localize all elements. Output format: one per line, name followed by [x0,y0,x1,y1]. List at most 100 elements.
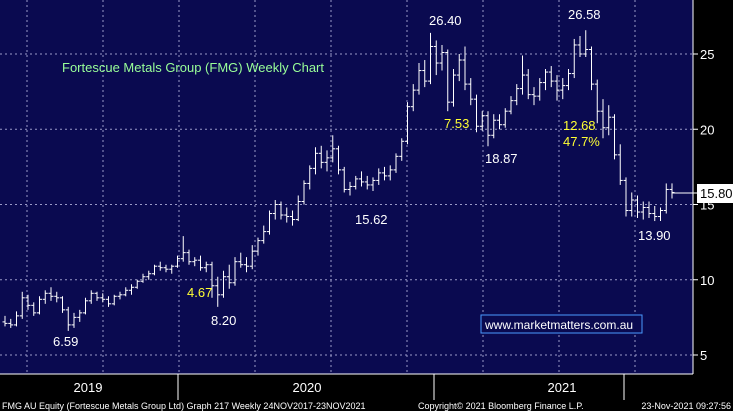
ohlc-bar [341,166,347,193]
ohlc-bar [612,114,617,160]
footer-bar [0,400,733,411]
watermark-text: www.marketmatters.com.au [484,318,633,332]
ohlc-bar [152,264,157,276]
footer-center: Copyright© 2021 Bloomberg Finance L.P. [418,401,584,411]
ohlc-bar [537,78,543,101]
ohlc-bar [37,296,42,315]
ohlc-bar [514,84,520,106]
ohlc-bar [48,287,54,301]
ohlc-bar [134,279,140,289]
ohlc-bar [272,199,278,220]
ohlc-bar [347,181,353,196]
x-axis-panel [0,374,733,400]
ohlc-bar [439,44,445,71]
ohlc-bar [629,192,635,217]
ohlc-bar [520,55,525,95]
annotation-low-2020: 8.20 [211,313,236,328]
ohlc-bar [525,69,531,100]
ohlc-bar [215,276,221,307]
ohlc-bar [301,180,307,205]
ohlc-bar [571,38,577,79]
y-tick-label-20: 20 [700,122,714,137]
ohlc-bar [364,175,370,190]
x-period-label-2021: 2021 [548,380,577,395]
annotation-drop-2021: 7.53 [444,116,469,131]
ohlc-bar [531,87,537,106]
ohlc-bar [583,30,589,58]
ohlc-bar [163,264,169,273]
ohlc-bar [491,114,497,139]
ohlc-bar [31,302,37,316]
ohlc-bar [19,291,25,319]
last-price-label: 15.80 [700,186,733,201]
ohlc-bar [209,261,215,298]
ohlc-bar [600,99,606,139]
ohlc-bar [226,264,232,289]
ohlc-bar [83,297,88,315]
ohlc-bar [88,290,94,304]
ohlc-bar [14,311,19,327]
ohlc-bar [548,66,554,88]
ohlc-bar [330,135,336,163]
ohlc-bar [77,309,83,322]
ohlc-bar [479,111,485,131]
ohlc-bar [60,296,65,313]
ohlc-bar [261,225,267,244]
ohlc-bar [198,255,203,271]
ohlc-bar [623,177,629,217]
ohlc-bar [307,165,313,190]
ohlc-bar [100,293,106,303]
ohlc-bar [589,46,594,91]
x-axis-labels: 2019 2020 2021 [74,374,625,400]
annotation-low-2021: 18.87 [485,151,518,166]
ohlc-bar [232,257,238,286]
ohlc-bar [554,75,560,101]
ohlc-bar [25,294,31,310]
chart-title: Fortescue Metals Group (FMG) Weekly Char… [62,60,324,75]
y-tick-label-25: 25 [700,47,714,62]
ohlc-bar [422,60,428,88]
ohlc-bar [324,150,330,172]
ohlc-bar [462,46,468,91]
ohlc-bar [180,236,186,262]
annotation-high-2021: 26.58 [568,7,601,22]
ohlc-bar [313,147,318,175]
ohlc-bar [359,171,364,187]
annotation-high-2020: 26.40 [429,13,462,28]
ohlc-bar [54,291,60,303]
ohlc-bar [8,318,14,328]
ohlc-bar [652,206,658,222]
last-price-box [697,184,733,203]
ohlc-bar [278,201,284,220]
ohlc-bar [410,84,416,112]
ohlc-bar [157,261,163,271]
ohlc-bar [577,35,583,58]
ohlc-bar [543,69,548,91]
footer-left: FMG AU Equity (Fortescue Metals Group Lt… [2,401,366,411]
ohlc-bar [502,108,508,128]
x-period-label-2019: 2019 [74,380,103,395]
ohlc-bar [146,270,152,280]
y-tick-label-10: 10 [700,273,714,288]
ohlc-bar [416,63,422,95]
ohlc-bar [175,255,180,268]
price-bars [2,30,675,331]
ohlc-bar [249,245,255,270]
ohlc-bar [658,207,663,222]
ohlc-bar [71,312,77,328]
ohlc-bar [370,177,376,191]
ohlc-bar [428,32,433,85]
annotation-recent-low: 13.90 [638,228,671,243]
annotation-decline-percent: 47.7% [563,134,600,149]
annotations: 6.59 4.67 8.20 15.62 26.40 7.53 18.87 26… [53,7,671,349]
ohlc-bar [669,183,675,199]
ohlc-bar [111,294,117,306]
ohlc-bar [617,144,623,185]
y-tick-label-5: 5 [700,348,707,363]
ohlc-bar [318,145,324,169]
ohlc-bar [203,261,209,273]
ohlc-bar [451,69,456,107]
ohlc-bar [129,284,134,295]
